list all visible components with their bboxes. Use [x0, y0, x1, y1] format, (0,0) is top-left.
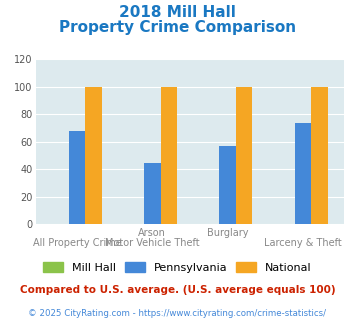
Text: Property Crime Comparison: Property Crime Comparison — [59, 20, 296, 35]
Bar — [295, 123, 311, 224]
Bar — [69, 131, 85, 224]
Text: 2018 Mill Hall: 2018 Mill Hall — [119, 5, 236, 20]
Text: Burglary: Burglary — [207, 228, 248, 238]
Text: Larceny & Theft: Larceny & Theft — [264, 238, 342, 248]
Text: Compared to U.S. average. (U.S. average equals 100): Compared to U.S. average. (U.S. average … — [20, 285, 335, 295]
Bar — [144, 162, 160, 224]
Text: © 2025 CityRating.com - https://www.cityrating.com/crime-statistics/: © 2025 CityRating.com - https://www.city… — [28, 309, 327, 317]
Text: Motor Vehicle Theft: Motor Vehicle Theft — [105, 238, 200, 248]
Bar — [236, 87, 252, 224]
Bar — [219, 146, 236, 224]
Text: All Property Crime: All Property Crime — [33, 238, 121, 248]
Text: Arson: Arson — [138, 228, 166, 238]
Legend: Mill Hall, Pennsylvania, National: Mill Hall, Pennsylvania, National — [39, 258, 316, 278]
Bar — [85, 87, 102, 224]
Bar — [311, 87, 328, 224]
Bar — [160, 87, 177, 224]
